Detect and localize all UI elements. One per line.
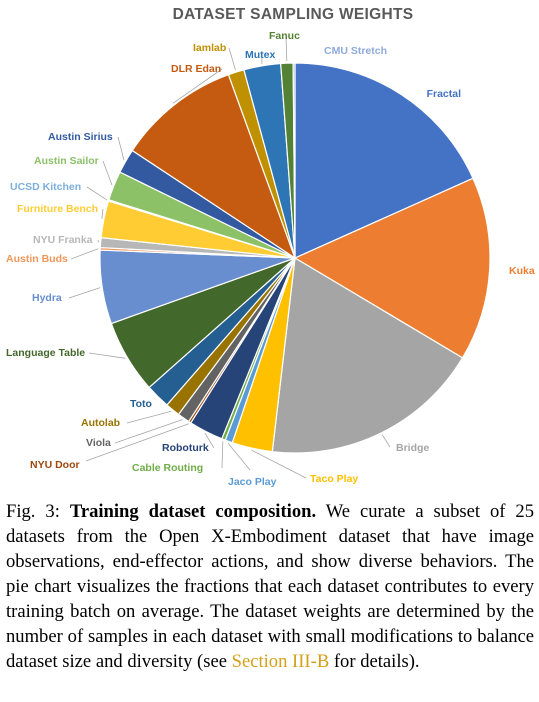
leader-line [102,160,113,186]
slice-label-hydra: Hydra [32,292,62,304]
pie-slice-cmu-stretch [292,62,296,259]
leader-line [97,239,99,243]
leader-line [204,432,215,449]
slice-label-ucsd-kitchen: UCSD Kitchen [10,181,81,193]
leader-line [228,47,236,71]
pie-slices [99,62,491,454]
caption-prefix: Fig. 3: [6,501,70,522]
slice-labels: Fractal Kuka Bridge Taco Play Jaco Play Cable… [6,30,535,488]
leader-line [172,68,223,104]
pie-slice-dlr-edan [131,73,297,260]
leader-line [114,419,183,444]
leader-line [88,352,126,359]
slice-label-austin-sirius: Austin Sirius [48,131,113,143]
pie-chart: DATASET SAMPLING WEIGHTS Fractal Kuka Brid… [6,6,535,488]
slice-label-taco-play: Taco Play [310,473,358,485]
slice-label-austin-buds: Austin Buds [6,253,68,265]
slice-label-iamlab: Iamlab [193,42,226,54]
leader-line [227,443,251,471]
slice-label-dlr-edan: DLR Edan [171,63,221,75]
leader-line [70,248,99,260]
slice-label-jaco-play: Jaco Play [228,476,277,488]
slice-label-fractal: Fractal [427,88,462,100]
pie-slice-fractal [294,62,474,259]
slice-label-cmu-stretch: CMU Stretch [324,45,387,57]
leader-line [285,35,288,62]
figure-caption: Fig. 3: Training dataset composition. We… [6,499,534,674]
leader-line [117,136,125,161]
leader-line [126,410,172,424]
slice-label-toto: Toto [130,398,152,410]
pie-slice-kuka [293,177,491,359]
slice-label-austin-sailor: Austin Sailor [34,155,99,167]
pie-slice-bridge [271,257,464,454]
slice-label-furniture-bench: Furniture Bench [17,203,98,215]
slice-label-autolab: Autolab [81,417,120,429]
slice-label-nyu-franka: NYU Franka [33,234,93,246]
slice-label-cable-routing: Cable Routing [132,462,203,474]
leader-lines [68,35,391,479]
caption-suffix: for details). [329,651,420,672]
chart-title: DATASET SAMPLING WEIGHTS [173,6,414,23]
slice-label-roboturk: Roboturk [162,442,209,454]
slice-label-nyu-door: NYU Door [30,459,80,471]
leader-line [86,186,108,201]
section-link[interactable]: Section III-B [231,651,330,672]
leader-line [101,208,104,219]
caption-bold: Training dataset composition. [69,501,317,522]
slice-label-viola: Viola [86,437,111,449]
slice-label-fanuc: Fanuc [269,30,300,42]
slice-label-mutex: Mutex [245,49,275,61]
leader-line [381,434,391,448]
slice-label-language-table: Language Table [6,347,85,359]
leader-line [221,441,224,469]
caption-body: We curate a subset of 25 datasets from t… [6,501,534,672]
slice-label-kuka: Kuka [509,265,535,277]
leader-line [251,449,307,479]
leader-line [85,423,189,462]
slice-label-bridge: Bridge [396,442,429,454]
leader-line [68,287,101,299]
